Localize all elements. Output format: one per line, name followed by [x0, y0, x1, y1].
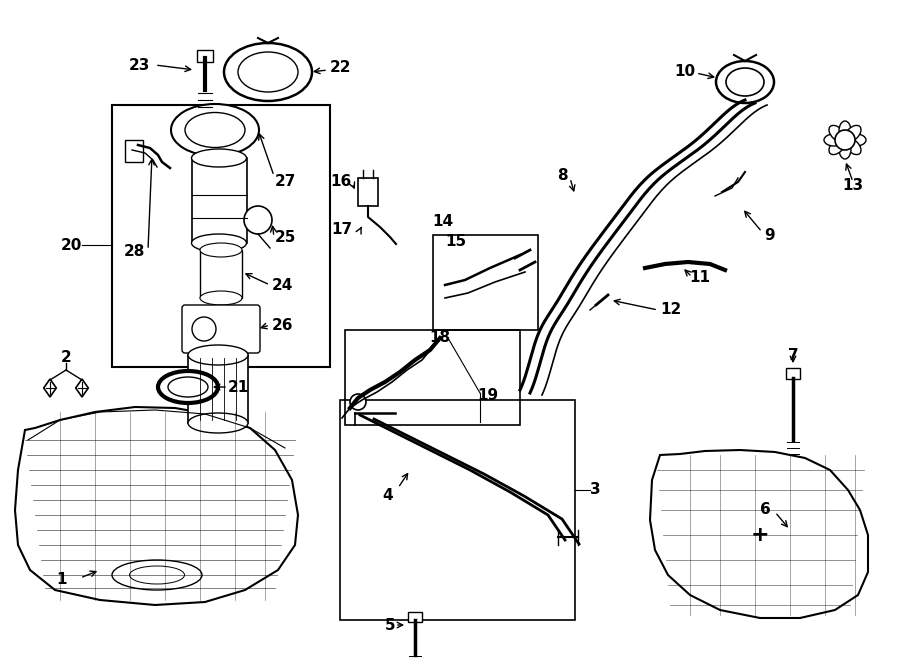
Text: 15: 15	[445, 235, 466, 249]
Ellipse shape	[185, 112, 245, 147]
Bar	[408, 612, 422, 622]
Polygon shape	[76, 379, 88, 397]
Circle shape	[835, 130, 855, 150]
Bar	[112, 105, 330, 367]
Circle shape	[244, 206, 272, 234]
Ellipse shape	[829, 138, 845, 155]
Bar	[125, 140, 143, 162]
Text: 16: 16	[331, 175, 352, 190]
Text: 26: 26	[272, 317, 293, 332]
Ellipse shape	[829, 126, 845, 142]
Ellipse shape	[200, 243, 242, 257]
Bar	[345, 330, 520, 425]
Text: 23: 23	[129, 58, 150, 73]
Ellipse shape	[224, 43, 312, 101]
Bar	[197, 50, 213, 62]
Text: 9: 9	[765, 227, 775, 243]
Ellipse shape	[846, 134, 866, 146]
Ellipse shape	[171, 104, 259, 156]
Ellipse shape	[839, 121, 851, 141]
Ellipse shape	[824, 134, 844, 146]
Text: 18: 18	[429, 329, 451, 344]
Text: 14: 14	[432, 215, 453, 229]
Ellipse shape	[844, 126, 861, 142]
Circle shape	[350, 394, 366, 410]
Text: 7: 7	[788, 348, 798, 362]
Text: 24: 24	[272, 278, 293, 293]
Ellipse shape	[158, 371, 218, 403]
Text: 8: 8	[557, 167, 567, 182]
Text: 11: 11	[689, 270, 710, 286]
Text: 21: 21	[228, 379, 249, 395]
Text: 10: 10	[674, 65, 695, 79]
Ellipse shape	[192, 234, 247, 252]
Text: +: +	[751, 525, 770, 545]
Ellipse shape	[168, 377, 208, 397]
Ellipse shape	[192, 149, 247, 167]
Text: 3: 3	[590, 483, 600, 498]
Ellipse shape	[726, 68, 764, 96]
Ellipse shape	[844, 138, 861, 155]
Text: 25: 25	[275, 231, 296, 245]
Text: 4: 4	[382, 488, 393, 502]
Text: 5: 5	[384, 617, 395, 633]
Text: 22: 22	[330, 61, 352, 75]
Bar	[192, 158, 247, 243]
FancyBboxPatch shape	[182, 305, 260, 353]
Bar	[358, 178, 378, 206]
Polygon shape	[44, 379, 57, 397]
Text: 17: 17	[331, 223, 352, 237]
Ellipse shape	[716, 61, 774, 103]
Text: 28: 28	[123, 245, 145, 260]
Text: 20: 20	[60, 237, 82, 253]
Ellipse shape	[200, 291, 242, 305]
Bar	[340, 400, 575, 620]
Ellipse shape	[238, 52, 298, 92]
Bar	[200, 250, 242, 298]
Ellipse shape	[839, 139, 851, 159]
Text: 12: 12	[660, 303, 681, 317]
Text: 19: 19	[477, 387, 499, 403]
Text: 2: 2	[60, 350, 71, 366]
Ellipse shape	[188, 345, 248, 365]
Text: 1: 1	[57, 572, 68, 588]
Ellipse shape	[188, 413, 248, 433]
Text: 27: 27	[275, 175, 296, 190]
Text: 6: 6	[760, 502, 770, 518]
Bar	[786, 368, 800, 379]
Text: 13: 13	[842, 178, 864, 192]
Bar	[433, 235, 538, 330]
Bar	[188, 355, 248, 423]
